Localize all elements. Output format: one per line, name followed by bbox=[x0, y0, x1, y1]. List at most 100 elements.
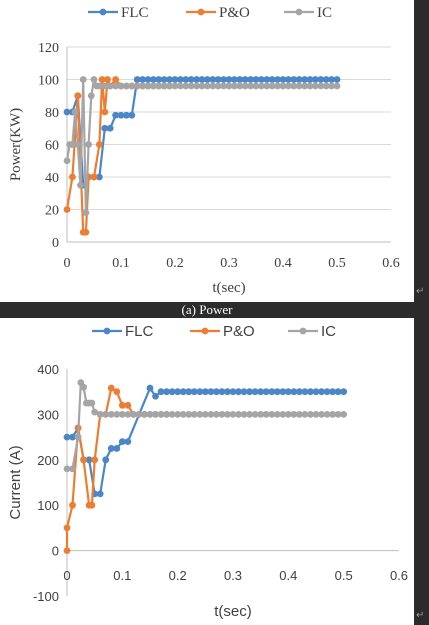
data-point bbox=[236, 82, 244, 90]
data-point bbox=[112, 111, 119, 119]
paragraph-mark-icon: ↵ bbox=[416, 610, 425, 621]
x-tick-label: 0.1 bbox=[112, 256, 130, 271]
data-point bbox=[252, 82, 260, 90]
data-point bbox=[307, 411, 314, 418]
data-point bbox=[306, 82, 314, 90]
data-point bbox=[312, 76, 319, 83]
data-point bbox=[279, 82, 287, 90]
data-point bbox=[135, 411, 143, 418]
data-point bbox=[322, 82, 330, 90]
y-tick-label: 80 bbox=[45, 106, 59, 121]
data-point bbox=[231, 82, 238, 90]
data-point bbox=[96, 141, 103, 148]
data-point bbox=[241, 76, 249, 83]
data-point bbox=[157, 388, 165, 396]
data-point bbox=[312, 82, 319, 90]
data-point bbox=[146, 411, 154, 418]
data-point bbox=[209, 82, 217, 90]
data-point bbox=[166, 76, 174, 83]
data-point bbox=[201, 388, 209, 396]
legend-label: IC bbox=[317, 5, 332, 21]
data-point bbox=[118, 438, 126, 446]
data-point bbox=[213, 388, 220, 396]
data-point bbox=[107, 384, 115, 392]
x-tick-label: 0.4 bbox=[279, 568, 297, 583]
data-point bbox=[229, 411, 237, 418]
data-point bbox=[179, 411, 187, 418]
data-point bbox=[318, 411, 325, 418]
data-point bbox=[246, 388, 254, 396]
data-point bbox=[90, 76, 98, 83]
data-point bbox=[171, 82, 179, 90]
data-point bbox=[317, 82, 325, 90]
data-point bbox=[236, 76, 244, 83]
data-point bbox=[113, 411, 121, 418]
data-point bbox=[231, 76, 238, 83]
y-tick-label: -100 bbox=[33, 589, 59, 604]
data-point bbox=[290, 76, 298, 83]
data-point bbox=[123, 82, 130, 90]
data-point bbox=[329, 388, 336, 396]
data-point bbox=[334, 411, 342, 418]
y-axis-title: Current (A) bbox=[7, 445, 24, 519]
x-tick-label: 0.2 bbox=[169, 568, 187, 583]
data-point bbox=[168, 388, 176, 396]
legend-label: FLC bbox=[125, 323, 154, 340]
data-point bbox=[274, 82, 281, 90]
data-point bbox=[290, 411, 298, 418]
data-point bbox=[80, 456, 87, 464]
data-point bbox=[130, 411, 137, 418]
data-point bbox=[102, 411, 110, 418]
data-point bbox=[268, 388, 276, 396]
data-point bbox=[340, 388, 348, 396]
data-point bbox=[133, 82, 141, 90]
data-point bbox=[257, 411, 265, 418]
data-point bbox=[171, 76, 179, 83]
x-axis-title: t(sec) bbox=[214, 603, 252, 620]
data-point bbox=[101, 124, 109, 132]
data-point bbox=[295, 82, 303, 90]
legend-marker bbox=[201, 327, 209, 335]
data-point bbox=[63, 465, 71, 473]
data-point bbox=[117, 82, 125, 90]
data-point bbox=[251, 388, 259, 396]
data-point bbox=[209, 76, 217, 83]
legend-label: P&O bbox=[219, 5, 250, 21]
x-axis-title: t(sec) bbox=[212, 280, 245, 296]
data-point bbox=[69, 433, 76, 441]
y-tick-label: 100 bbox=[37, 498, 59, 513]
data-point bbox=[268, 411, 276, 418]
data-point bbox=[312, 411, 320, 418]
data-point bbox=[193, 82, 201, 90]
data-point bbox=[128, 111, 136, 119]
data-point bbox=[63, 433, 71, 441]
x-tick-label: 0.5 bbox=[328, 256, 346, 271]
data-point bbox=[77, 181, 84, 189]
data-point bbox=[268, 76, 276, 83]
data-point bbox=[279, 76, 287, 83]
data-point bbox=[69, 141, 76, 148]
data-point bbox=[204, 82, 211, 90]
power-chart-caption: (a) Power bbox=[181, 302, 233, 317]
data-point bbox=[82, 228, 90, 236]
legend-label: IC bbox=[321, 323, 336, 340]
data-point bbox=[101, 82, 109, 90]
data-point bbox=[163, 411, 171, 418]
y-tick-label: 0 bbox=[52, 236, 59, 251]
legend-marker bbox=[99, 8, 107, 16]
data-point bbox=[198, 82, 206, 90]
data-point bbox=[113, 445, 121, 452]
data-point bbox=[182, 76, 190, 83]
data-point bbox=[87, 92, 95, 100]
data-point bbox=[251, 411, 259, 418]
data-point bbox=[263, 76, 271, 83]
data-point bbox=[112, 76, 119, 83]
data-point bbox=[322, 76, 330, 83]
data-point bbox=[106, 82, 114, 90]
data-point bbox=[107, 411, 115, 418]
y-tick-label: 100 bbox=[38, 74, 59, 89]
data-point bbox=[185, 388, 193, 396]
data-point bbox=[80, 383, 87, 391]
data-point bbox=[91, 408, 99, 416]
data-point bbox=[152, 411, 159, 418]
